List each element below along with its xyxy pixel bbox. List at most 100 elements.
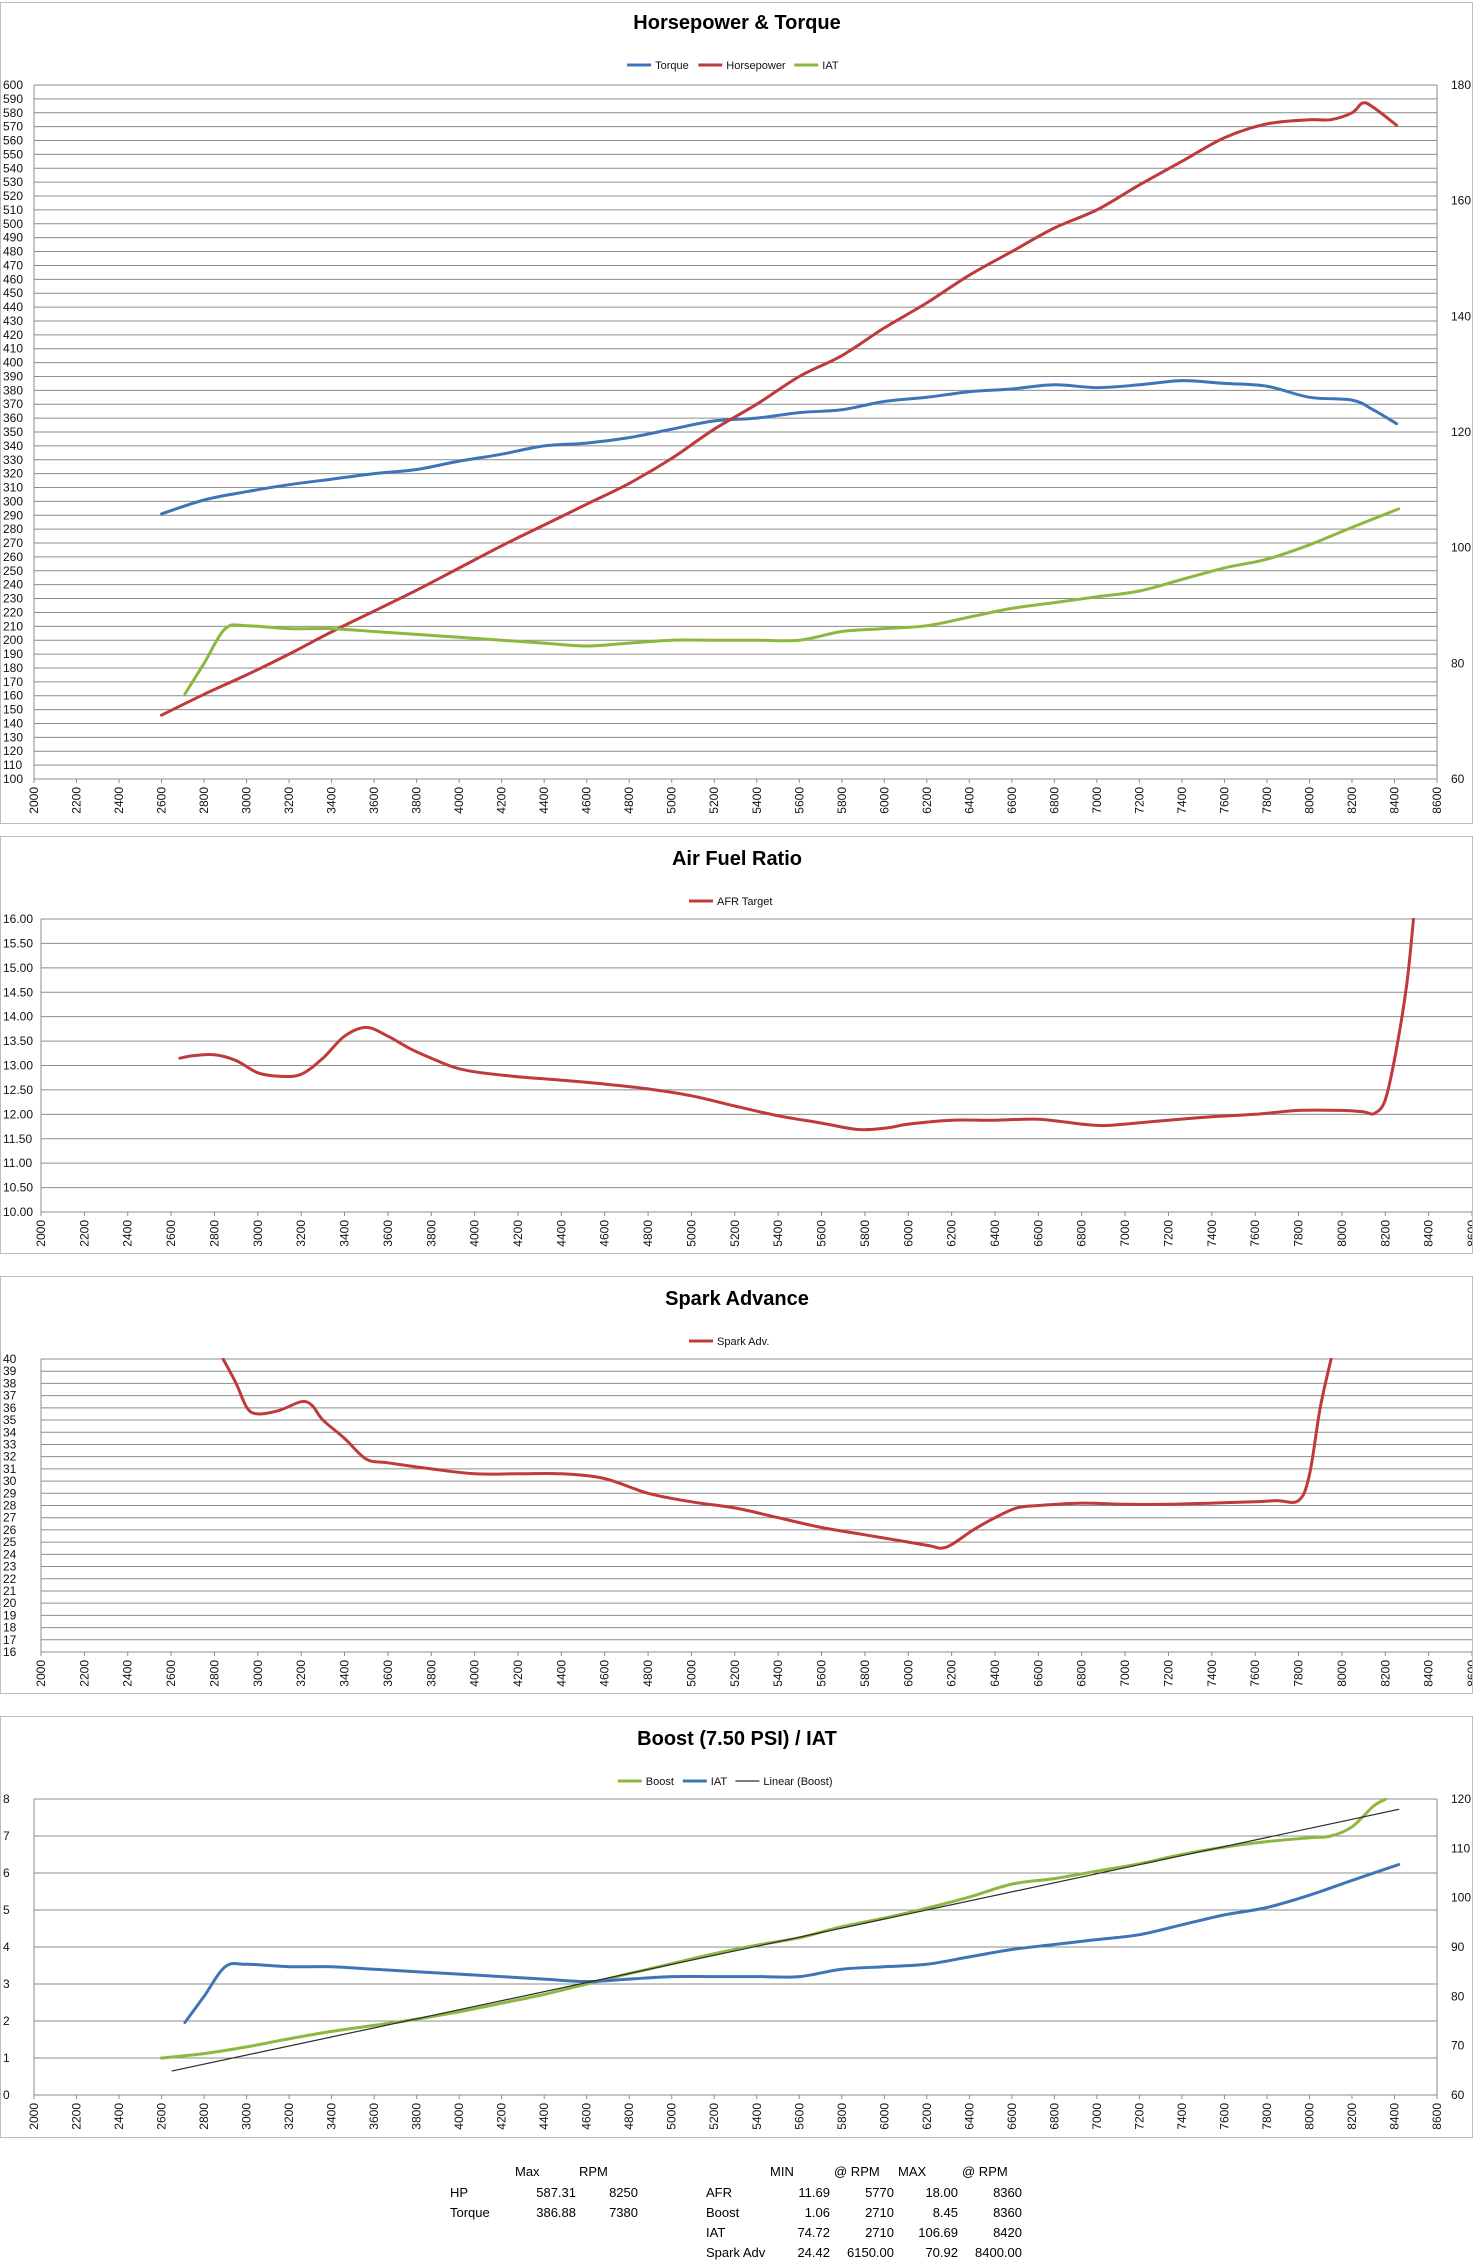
gridlines bbox=[41, 918, 1472, 1213]
x-tick-label: 4400 bbox=[554, 1220, 568, 1247]
x-tick-label: 3000 bbox=[240, 787, 254, 814]
y-tick-label: 3 bbox=[3, 1977, 10, 1991]
iat-max-rpm: 8420 bbox=[993, 2225, 1022, 2240]
x-tick-label: 2000 bbox=[27, 787, 41, 814]
y-tick-label: 11.50 bbox=[3, 1132, 32, 1146]
y-tick-label: 36 bbox=[3, 1401, 17, 1415]
spark-advance-chart: Spark Advance161718192021222324252627282… bbox=[3, 1288, 1472, 1687]
x-tick-label: 6400 bbox=[962, 787, 976, 814]
x-tick-label: 6600 bbox=[1031, 1220, 1045, 1247]
y-tick-label: 23 bbox=[3, 1560, 17, 1574]
x-tick-label: 3000 bbox=[251, 1660, 265, 1687]
boost-max-rpm: 8360 bbox=[993, 2205, 1022, 2220]
x-tick-label: 4600 bbox=[598, 1660, 612, 1687]
y-tick-label: 4 bbox=[3, 1940, 10, 1954]
x-tick-label: 6200 bbox=[945, 1220, 959, 1247]
x-tick-label: 8600 bbox=[1430, 2103, 1444, 2130]
afr-max: 18.00 bbox=[925, 2185, 958, 2200]
y-tick-label: 580 bbox=[3, 106, 23, 120]
iat-min: 74.72 bbox=[797, 2225, 830, 2240]
x-tick-label: 2000 bbox=[34, 1660, 48, 1687]
y-tick-label: 560 bbox=[3, 134, 23, 148]
x-tick-label: 4200 bbox=[511, 1660, 525, 1687]
series-group bbox=[160, 1798, 1401, 2072]
x-tick-label: 7800 bbox=[1260, 787, 1274, 814]
x-tick-label: 4600 bbox=[580, 787, 594, 814]
series-line-spark-adv bbox=[221, 1358, 1333, 1550]
y-tick-label: 11.00 bbox=[3, 1156, 32, 1170]
y-tick-label: 37 bbox=[3, 1389, 17, 1403]
spark-adv-label: Spark Adv bbox=[706, 2245, 766, 2260]
boost-min: 1.06 bbox=[804, 2205, 830, 2220]
y-tick-label: 200 bbox=[3, 633, 23, 647]
y-tick-label: 150 bbox=[3, 703, 23, 717]
x-tick-label: 4200 bbox=[495, 787, 509, 814]
y2-tick-label: 70 bbox=[1451, 2039, 1465, 2053]
x-tick-label: 8400 bbox=[1422, 1660, 1436, 1687]
y2-tick-label: 120 bbox=[1451, 425, 1471, 439]
chart-panel-boost-iat: Boost (7.50 PSI) / IAT 0 1 2 3 4 5 6 7 8 60 70 80 90 1… bbox=[0, 1716, 1473, 2138]
y-tick-label: 600 bbox=[3, 78, 23, 92]
x-tick-label: 4800 bbox=[641, 1660, 655, 1687]
series-line-iat bbox=[183, 507, 1401, 696]
x-tick-label: 7000 bbox=[1118, 1660, 1132, 1687]
y-tick-label: 24 bbox=[3, 1547, 17, 1561]
legend-label: IAT bbox=[822, 60, 839, 72]
stats-table: Max RPM HP 587.31 8250 Torque 386.88 738… bbox=[0, 2141, 1473, 2261]
y2-tick-label: 100 bbox=[1451, 541, 1471, 555]
x-tick-label: 3800 bbox=[410, 787, 424, 814]
x-tick-label: 3600 bbox=[381, 1660, 395, 1687]
y-tick-label: 340 bbox=[3, 439, 23, 453]
y2-tick-label: 120 bbox=[1451, 1792, 1471, 1806]
legend-label: Spark Adv. bbox=[717, 1336, 769, 1348]
gridlines bbox=[34, 1798, 1437, 2096]
x-tick-label: 8200 bbox=[1378, 1660, 1392, 1687]
x-tick-label: 4800 bbox=[622, 2103, 636, 2130]
series-group bbox=[221, 1358, 1333, 1550]
chart-panel-spark: Spark Advance 16 17 18 19 20 21 22 23 24 25 26 27 28 2… bbox=[0, 1276, 1473, 1694]
y-tick-label: 310 bbox=[3, 481, 23, 495]
y-tick-label: 7 bbox=[3, 1829, 10, 1843]
x-tick-label: 7400 bbox=[1175, 787, 1189, 814]
y-tick-label: 410 bbox=[3, 342, 23, 356]
x-tick-label: 5800 bbox=[858, 1220, 872, 1247]
x-tick-label: 6200 bbox=[920, 787, 934, 814]
y-tick-label: 16.00 bbox=[3, 912, 33, 926]
y-tick-label: 470 bbox=[3, 258, 23, 272]
hp-torque-chart: Horsepower & Torque100110120130140150160… bbox=[3, 12, 1471, 814]
y-tick-label: 28 bbox=[3, 1499, 17, 1513]
y-tick-label: 380 bbox=[3, 383, 23, 397]
hp-rpm: 8250 bbox=[609, 2185, 638, 2200]
y-tick-label: 27 bbox=[3, 1511, 17, 1525]
spark-adv-max: 70.92 bbox=[925, 2245, 958, 2260]
x-tick-label: 2600 bbox=[164, 1220, 178, 1247]
y2-tick-label: 90 bbox=[1451, 1940, 1465, 1954]
y-tick-label: 26 bbox=[3, 1523, 17, 1537]
y-tick-label: 450 bbox=[3, 286, 23, 300]
y2-tick-label: 140 bbox=[1451, 309, 1471, 323]
x-tick-label: 7000 bbox=[1118, 1220, 1132, 1247]
x-tick-label: 4400 bbox=[537, 787, 551, 814]
afr-min: 11.69 bbox=[798, 2185, 830, 2200]
y-tick-label: 170 bbox=[3, 675, 23, 689]
torque-max: 386.88 bbox=[536, 2205, 576, 2220]
y-tick-label: 530 bbox=[3, 175, 23, 189]
x-tick-label: 8600 bbox=[1465, 1660, 1472, 1687]
x-tick-label: 5200 bbox=[728, 1660, 742, 1687]
x-tick-label: 3200 bbox=[282, 787, 296, 814]
y-tick-label: 0 bbox=[3, 2088, 10, 2102]
y-tick-label: 390 bbox=[3, 369, 23, 383]
x-tick-label: 4000 bbox=[468, 1660, 482, 1687]
series-line-horsepower bbox=[160, 101, 1399, 717]
y-tick-label: 10.00 bbox=[3, 1205, 33, 1219]
x-tick-label: 6000 bbox=[877, 787, 891, 814]
y-tick-label: 13.00 bbox=[3, 1059, 33, 1073]
y-tick-label: 8 bbox=[3, 1792, 10, 1806]
boost-iat-chart: Boost (7.50 PSI) / IAT 0 1 2 3 4 5 6 7 8 60 70 80 90 1… bbox=[3, 1728, 1471, 2130]
y-tick-label: 240 bbox=[3, 578, 23, 592]
y-tick-label: 230 bbox=[3, 592, 23, 606]
iat-max: 106.69 bbox=[918, 2225, 958, 2240]
x-tick-label: 2800 bbox=[197, 787, 211, 814]
iat-label: IAT bbox=[706, 2225, 726, 2240]
y-tick-label: 430 bbox=[3, 314, 23, 328]
